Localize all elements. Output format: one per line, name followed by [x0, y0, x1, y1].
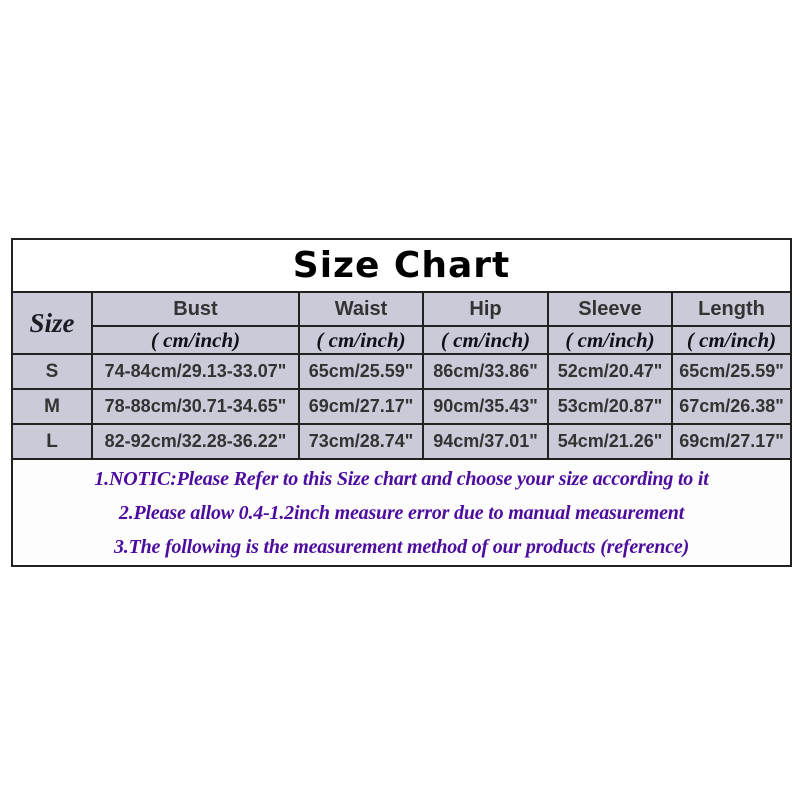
unit-label-hip: ( cm/inch)	[422, 325, 549, 355]
unit-label-bust: ( cm/inch)	[91, 325, 300, 355]
column-header-sleeve: Sleeve	[547, 291, 673, 327]
note-line-3: 3.The following is the measurement metho…	[113, 535, 690, 558]
note-line-1: 1.NOTIC:Please Refer to this Size chart …	[94, 467, 709, 490]
table-row-m: M 78-88cm/30.71-34.65" 69cm/27.17" 90cm/…	[11, 388, 793, 425]
measurement-cell: 67cm/26.38"	[670, 388, 793, 425]
unit-label-length: ( cm/inch)	[670, 325, 793, 355]
unit-label-waist: ( cm/inch)	[298, 325, 424, 355]
measurement-cell: 69cm/27.17"	[670, 423, 793, 460]
notes-row: 1.NOTIC:Please Refer to this Size chart …	[10, 458, 793, 567]
measurement-cell: 90cm/35.43"	[422, 388, 549, 425]
column-header-hip: Hip	[422, 291, 549, 327]
size-cell: M	[11, 388, 93, 425]
size-chart-title: Size Chart	[10, 238, 793, 293]
table-row-l: L 82-92cm/32.28-36.22" 73cm/28.74" 94cm/…	[11, 423, 793, 460]
column-header-bust: Bust	[91, 291, 300, 327]
size-cell: S	[11, 353, 93, 390]
column-header-waist: Waist	[298, 291, 424, 327]
measurement-cell: 74-84cm/29.13-33.07"	[91, 353, 300, 390]
measurement-cell: 69cm/27.17"	[298, 388, 424, 425]
size-column-header: Size	[11, 291, 93, 355]
size-chart-table: Size Chart Size Bust Waist Hip Sleeve Le…	[10, 238, 793, 567]
measurement-cell: 78-88cm/30.71-34.65"	[91, 388, 300, 425]
measurement-cell: 94cm/37.01"	[422, 423, 549, 460]
measurement-cell: 53cm/20.87"	[547, 388, 673, 425]
notes-block: 1.NOTIC:Please Refer to this Size chart …	[10, 458, 793, 567]
size-chart-panel: Size Chart Size Bust Waist Hip Sleeve Le…	[10, 238, 793, 567]
title-row: Size Chart	[10, 238, 793, 293]
size-cell: L	[11, 423, 93, 460]
measurement-cell: 86cm/33.86"	[422, 353, 549, 390]
measurement-cell: 73cm/28.74"	[298, 423, 424, 460]
note-line-2: 2.Please allow 0.4-1.2inch measure error…	[118, 501, 685, 524]
column-header-row: Size Bust Waist Hip Sleeve Length	[11, 291, 793, 355]
table-row-s: S 74-84cm/29.13-33.07" 65cm/25.59" 86cm/…	[11, 353, 793, 390]
measurement-cell: 65cm/25.59"	[670, 353, 793, 390]
measurement-cell: 65cm/25.59"	[298, 353, 424, 390]
unit-label-sleeve: ( cm/inch)	[547, 325, 673, 355]
measurement-cell: 82-92cm/32.28-36.22"	[91, 423, 300, 460]
column-header-length: Length	[670, 291, 793, 327]
measurement-cell: 52cm/20.47"	[547, 353, 673, 390]
measurement-cell: 54cm/21.26"	[547, 423, 673, 460]
unit-row: ( cm/inch) ( cm/inch) ( cm/inch) ( cm/in…	[12, 325, 793, 355]
